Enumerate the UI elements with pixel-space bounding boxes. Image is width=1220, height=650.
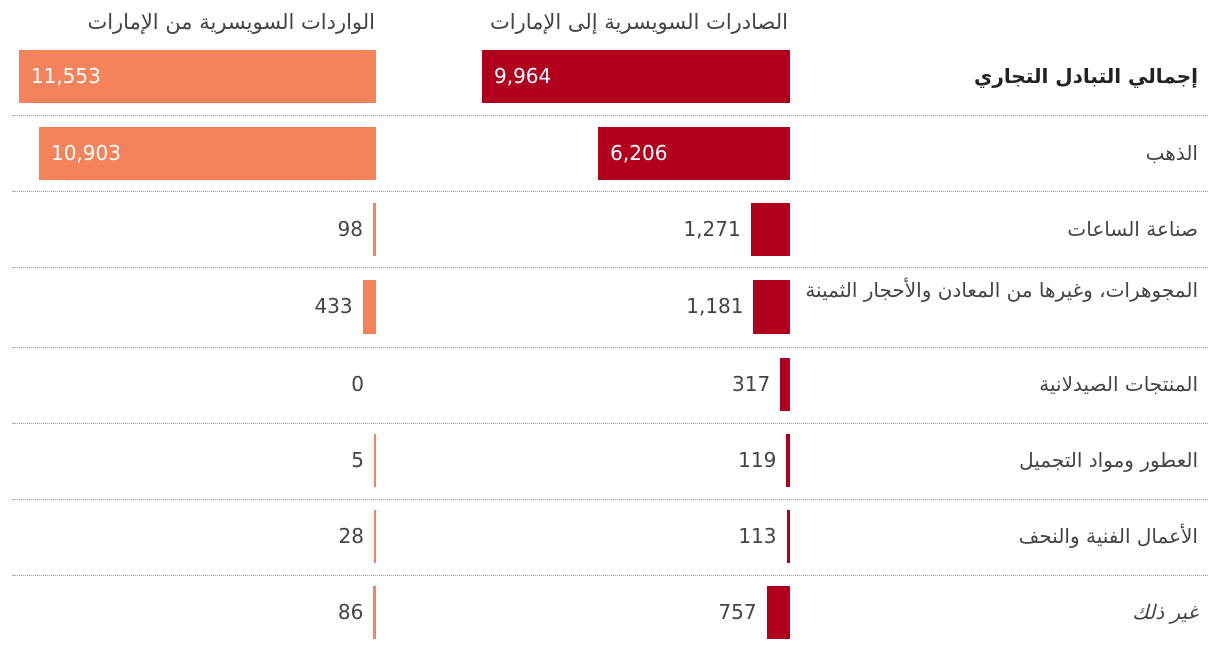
export-value-label: 1,271 [683, 216, 741, 241]
category-label: الذهب [1145, 140, 1198, 165]
import-bar [373, 586, 376, 639]
category-label: غير ذلك [1132, 599, 1198, 624]
import-value-label: 11,553 [30, 63, 101, 88]
export-bar [750, 203, 790, 256]
row-divider [12, 267, 1208, 268]
import-bar [38, 127, 376, 180]
import-bar [374, 510, 376, 563]
export-bar [786, 510, 790, 563]
category-label: العطور ومواد التجميل [1019, 447, 1198, 472]
export-bar [766, 586, 790, 639]
export-value-label: 6,206 [610, 140, 668, 165]
export-value-label: 119 [738, 447, 777, 472]
import-value-label: 86 [337, 599, 364, 624]
import-value-label: 0 [351, 371, 364, 396]
export-value-label: 9,964 [494, 63, 552, 88]
export-value-label: 317 [732, 371, 771, 396]
category-label: الأعمال الفنية والنحف [1018, 523, 1198, 548]
imports-column-header: الواردات السويسرية من الإمارات [87, 10, 375, 34]
export-bar [598, 127, 790, 180]
category-label: المنتجات الصيدلانية [1039, 371, 1198, 396]
row-divider [12, 423, 1208, 424]
import-value-label: 433 [314, 294, 353, 318]
import-bar [18, 50, 376, 103]
export-bar [482, 50, 790, 103]
export-bar [786, 434, 790, 487]
category-label: إجمالي التبادل التجاري [974, 63, 1198, 88]
category-label: المجوهرات، وغيرها من المعادن والأحجار ال… [805, 278, 1198, 302]
import-value-label: 5 [351, 447, 364, 472]
import-bar [362, 280, 376, 334]
category-label: صناعة الساعات [1067, 216, 1198, 241]
import-bar [374, 434, 376, 487]
row-divider [12, 191, 1208, 192]
row-divider [12, 575, 1208, 576]
row-divider [12, 115, 1208, 116]
import-value-label: 98 [337, 216, 363, 241]
export-value-label: 1,181 [686, 294, 744, 318]
row-divider [12, 499, 1208, 500]
import-value-label: 10,903 [50, 140, 121, 165]
row-divider [12, 347, 1208, 348]
import-bar [372, 203, 376, 256]
export-bar [753, 280, 790, 334]
export-bar [780, 358, 790, 411]
import-value-label: 28 [338, 523, 364, 548]
export-value-label: 757 [718, 599, 757, 624]
export-value-label: 113 [738, 523, 777, 548]
exports-column-header: الصادرات السويسرية إلى الإمارات [490, 10, 788, 34]
